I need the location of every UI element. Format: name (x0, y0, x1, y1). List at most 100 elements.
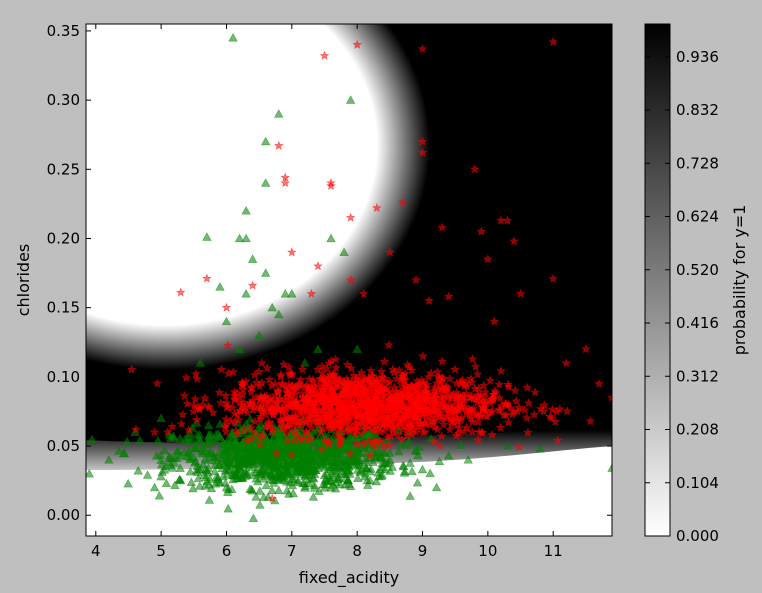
triangle-point (326, 482, 336, 492)
star-point (345, 274, 356, 285)
star-point (423, 371, 434, 381)
triangle-point (350, 433, 360, 442)
triangle-point (293, 475, 303, 485)
star-point (322, 400, 333, 410)
triangle-point (261, 457, 271, 466)
triangle-point (268, 475, 279, 485)
triangle-point (188, 483, 198, 493)
star-point (302, 396, 313, 406)
triangle-point (204, 431, 214, 441)
triangle-point (425, 468, 435, 478)
star-point (255, 439, 265, 449)
star-point (348, 403, 359, 413)
star-point (370, 435, 380, 445)
star-point (297, 364, 308, 374)
triangle-point (371, 476, 382, 486)
star-point (247, 280, 258, 290)
triangle-point (248, 513, 259, 522)
star-point (303, 434, 313, 445)
colorbar-label: probability for y=1 (730, 205, 749, 356)
triangle-point (241, 289, 251, 298)
triangle-point (339, 469, 349, 478)
triangle-point (191, 443, 202, 452)
triangle-point (331, 465, 342, 475)
triangle-point (175, 433, 185, 443)
scatter-points (86, 33, 612, 522)
star-point (389, 367, 399, 377)
star-point (232, 428, 243, 439)
star-point (286, 449, 297, 459)
star-point (216, 364, 227, 374)
triangle-point (241, 205, 251, 215)
star-point (501, 398, 511, 408)
star-point (221, 414, 231, 424)
star-point (313, 261, 323, 271)
star-point (267, 380, 277, 390)
triangle-point (154, 490, 165, 500)
star-point (298, 415, 308, 425)
star-point (364, 375, 375, 385)
colorbar-tick-label: 0.832 (676, 101, 719, 119)
triangle-point (198, 459, 208, 468)
triangle-point (189, 452, 199, 462)
star-point (365, 405, 375, 415)
triangle-point (365, 475, 375, 485)
star-point (197, 399, 208, 409)
star-point (323, 436, 334, 446)
star-point (229, 395, 240, 405)
x-tick-label: 9 (418, 542, 428, 560)
triangle-point (228, 33, 238, 42)
star-point (317, 375, 328, 385)
star-point (291, 396, 302, 407)
star-point (535, 403, 546, 413)
colorbar-tick-label: 0.624 (676, 208, 719, 226)
star-point (202, 273, 212, 283)
star-point (429, 394, 440, 404)
star-point (162, 427, 173, 437)
triangle-point (352, 344, 362, 353)
triangle-point (133, 466, 143, 475)
star-point (437, 356, 448, 366)
triangle-point (114, 446, 124, 455)
star-point (284, 390, 295, 400)
star-point (182, 398, 193, 408)
star-point (324, 358, 334, 368)
star-point (437, 222, 447, 232)
star-point (152, 378, 163, 388)
star-point (354, 399, 365, 409)
y-tick-label: 0.35 (47, 22, 80, 40)
star-point (417, 43, 428, 53)
star-point (367, 417, 378, 427)
star-point (523, 398, 534, 408)
star-point (250, 428, 260, 438)
x-tick-label: 10 (478, 542, 497, 560)
triangle-point (192, 435, 203, 445)
triangle-point (241, 233, 251, 243)
triangle-point (192, 465, 202, 475)
triangle-point (234, 344, 245, 353)
star-point (433, 371, 443, 381)
star-point (479, 399, 490, 409)
star-point (581, 344, 591, 354)
triangle-point (216, 453, 227, 463)
star-point (271, 398, 282, 408)
star-point (394, 405, 404, 415)
triangle-point (214, 431, 225, 440)
triangle-point (215, 282, 225, 291)
star-point (346, 419, 356, 429)
star-point (370, 441, 380, 451)
y-tick-label: 0.00 (47, 506, 80, 524)
star-point (311, 397, 321, 407)
star-point (496, 366, 506, 376)
star-point (407, 382, 418, 392)
star-point (200, 393, 210, 403)
star-point (177, 409, 188, 419)
star-point (548, 37, 559, 47)
star-point (296, 381, 306, 391)
star-point (240, 376, 251, 386)
star-point (388, 407, 399, 417)
star-point (396, 434, 407, 444)
triangle-point (340, 480, 350, 489)
star-point (417, 147, 428, 157)
